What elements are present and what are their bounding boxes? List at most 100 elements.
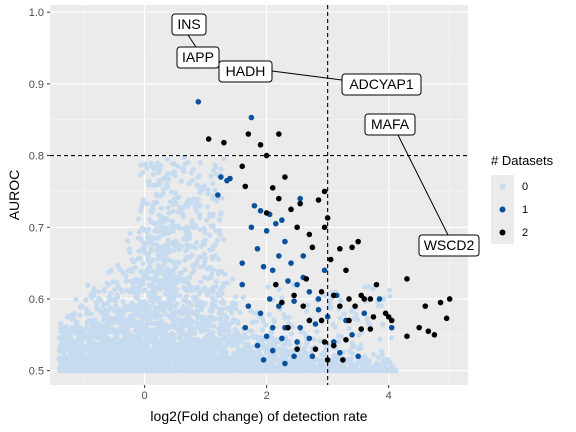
data-point-0 <box>154 160 161 166</box>
data-point-0 <box>214 360 220 366</box>
data-point-0 <box>166 324 172 330</box>
data-point-0 <box>126 246 132 252</box>
data-point-0 <box>194 346 200 352</box>
data-point-0 <box>125 350 131 356</box>
data-point-0 <box>304 366 310 372</box>
data-point-0 <box>210 285 216 291</box>
data-point-2 <box>269 185 276 191</box>
data-point-1 <box>321 267 328 274</box>
gene-label: MAFA <box>371 116 410 132</box>
data-point-0 <box>64 314 71 320</box>
data-point-0 <box>253 361 259 367</box>
data-point-0 <box>167 198 173 205</box>
data-point-1 <box>263 228 270 234</box>
data-point-1 <box>312 321 319 327</box>
data-point-0 <box>135 235 142 241</box>
data-point-0 <box>253 319 259 325</box>
data-point-1 <box>239 281 246 288</box>
data-point-0 <box>251 355 257 361</box>
data-point-0 <box>212 241 219 247</box>
data-point-0 <box>139 204 145 210</box>
data-point-0 <box>212 354 218 360</box>
data-point-0 <box>188 224 195 230</box>
data-point-0 <box>268 367 274 373</box>
data-point-0 <box>158 313 164 319</box>
data-point-0 <box>194 324 200 330</box>
data-point-0 <box>260 318 267 324</box>
data-point-0 <box>346 325 352 332</box>
data-point-0 <box>152 328 159 335</box>
data-point-2 <box>327 256 334 263</box>
data-point-1 <box>288 260 294 266</box>
data-point-0 <box>120 298 126 304</box>
data-point-2 <box>346 317 352 324</box>
data-point-0 <box>187 275 193 281</box>
data-point-0 <box>383 368 390 374</box>
data-point-0 <box>210 360 216 366</box>
data-point-0 <box>108 366 114 372</box>
data-point-0 <box>175 163 181 170</box>
x-tick-label: 4 <box>386 390 392 402</box>
data-point-0 <box>174 353 180 359</box>
data-point-0 <box>173 238 179 244</box>
data-point-0 <box>210 289 216 295</box>
data-point-2 <box>330 292 337 299</box>
data-point-0 <box>360 364 366 370</box>
data-point-0 <box>390 368 396 374</box>
data-point-0 <box>144 326 150 332</box>
data-point-0 <box>96 307 102 313</box>
data-point-0 <box>89 367 95 373</box>
data-point-0 <box>198 243 204 249</box>
data-point-1 <box>361 310 368 317</box>
legend-label: 2 <box>522 227 528 239</box>
data-point-0 <box>180 356 186 362</box>
data-point-0 <box>127 231 133 237</box>
data-point-0 <box>224 305 230 311</box>
data-point-2 <box>303 276 310 282</box>
data-point-0 <box>166 276 172 282</box>
data-point-2 <box>388 317 395 324</box>
data-point-0 <box>182 341 189 347</box>
data-point-1 <box>260 357 267 363</box>
data-point-0 <box>110 296 116 303</box>
data-point-0 <box>123 278 129 284</box>
data-point-2 <box>343 337 349 343</box>
data-point-1 <box>257 207 264 214</box>
data-point-0 <box>110 279 116 285</box>
data-point-0 <box>166 210 172 216</box>
data-point-0 <box>137 277 143 283</box>
data-point-0 <box>134 294 140 300</box>
data-point-1 <box>279 217 285 223</box>
data-point-0 <box>82 326 88 332</box>
data-point-0 <box>197 357 203 363</box>
data-point-0 <box>334 365 341 371</box>
data-point-0 <box>130 303 136 309</box>
data-point-0 <box>179 211 186 217</box>
legend-title: # Datasets <box>491 153 554 168</box>
data-point-0 <box>105 322 112 328</box>
data-point-2 <box>321 188 328 195</box>
data-point-0 <box>129 364 135 370</box>
data-point-0 <box>165 299 172 305</box>
data-point-0 <box>152 309 158 315</box>
data-point-0 <box>95 288 102 295</box>
data-point-0 <box>183 293 190 299</box>
data-point-0 <box>179 243 185 249</box>
data-point-0 <box>166 342 172 348</box>
data-point-0 <box>158 254 164 260</box>
data-point-0 <box>202 251 208 257</box>
data-point-0 <box>158 205 164 211</box>
data-point-0 <box>171 313 177 319</box>
data-point-0 <box>76 367 83 373</box>
data-point-0 <box>157 181 163 187</box>
data-point-0 <box>212 253 218 259</box>
data-point-0 <box>156 367 162 373</box>
data-point-0 <box>142 161 148 167</box>
data-point-0 <box>245 353 251 359</box>
data-point-0 <box>356 332 362 338</box>
data-point-0 <box>122 324 128 330</box>
data-point-0 <box>244 366 250 372</box>
data-point-0 <box>148 160 154 166</box>
data-point-0 <box>119 315 125 321</box>
data-point-2 <box>205 136 212 142</box>
